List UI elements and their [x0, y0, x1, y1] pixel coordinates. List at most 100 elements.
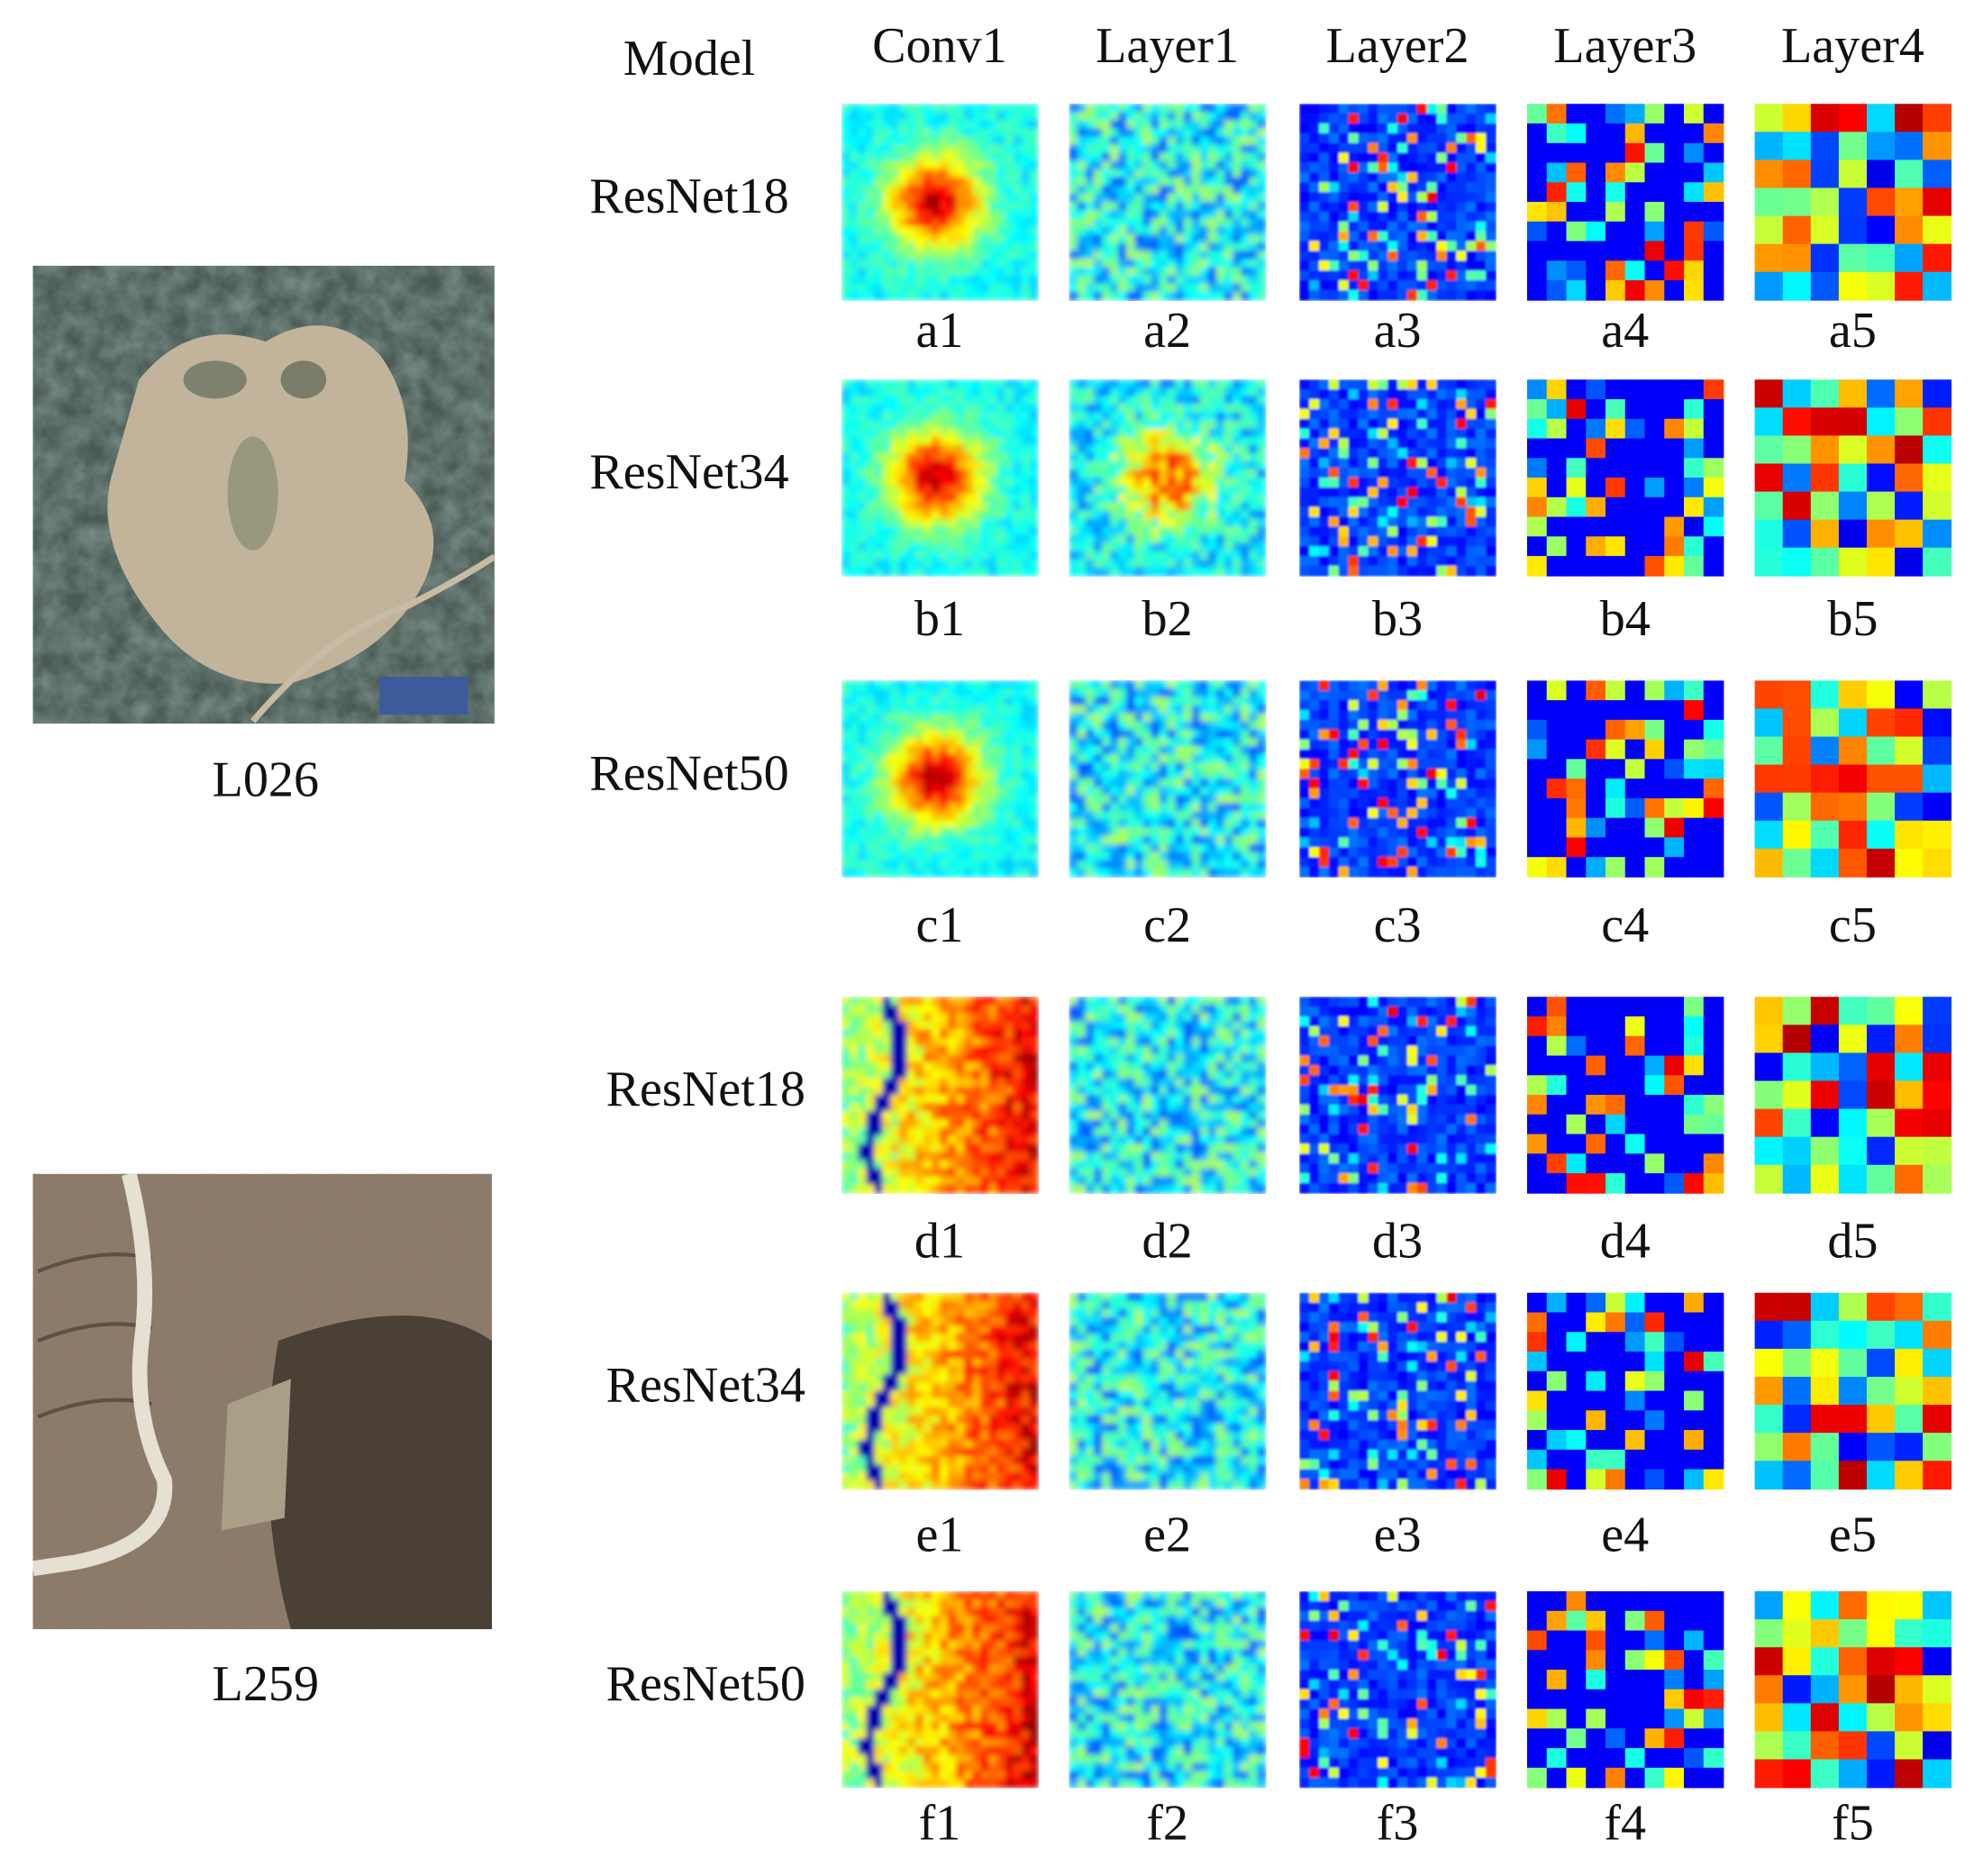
heatmap-cell [1426, 709, 1438, 721]
heatmap-cell [1328, 132, 1340, 144]
heatmap-cell [964, 542, 974, 552]
heatmap-cell [1416, 867, 1428, 878]
heatmap-cell [964, 185, 974, 195]
heatmap-cell [1094, 542, 1103, 552]
heatmap-cell [841, 835, 851, 845]
heatmap-cell [1216, 827, 1225, 837]
heatmap-cell [1624, 399, 1646, 420]
heatmap-cell [1923, 215, 1952, 245]
heatmap-cell [1299, 536, 1311, 548]
heatmap-cell [1368, 211, 1379, 223]
heatmap-cell [1338, 847, 1350, 859]
heatmap-cell [898, 868, 908, 878]
heatmap-cell [1241, 428, 1251, 438]
heatmap-cell [1013, 721, 1023, 731]
heatmap-cell [956, 868, 965, 878]
heatmap-cell [898, 729, 908, 739]
heatmap-cell [1684, 202, 1705, 223]
heatmap-cell [841, 843, 851, 853]
heatmap-cell [1485, 536, 1496, 548]
heatmap-cell [1309, 729, 1320, 741]
heatmap-cell [939, 705, 949, 715]
heatmap-cell [1257, 234, 1267, 244]
heatmap-cell [931, 860, 941, 870]
heatmap-cell [1142, 762, 1152, 771]
heatmap-cell [1233, 104, 1242, 114]
heatmap-cell [1456, 516, 1468, 528]
heatmap-cell [1102, 396, 1111, 405]
heatmap-cell [1183, 502, 1193, 512]
heatmap-cell [1029, 168, 1039, 178]
heatmap-cell [1436, 526, 1448, 538]
heatmap-cell [1216, 526, 1225, 536]
heatmap-cell [1436, 807, 1448, 819]
heatmap-cell [1183, 745, 1193, 755]
heatmap-cell [1446, 739, 1458, 751]
heatmap-cell [1134, 112, 1144, 122]
model-name: ResNet34 [589, 444, 788, 500]
heatmap-cell [1151, 713, 1160, 723]
heatmap-cell [956, 104, 965, 114]
heatmap-cell [1216, 412, 1225, 422]
heatmap-cell [1167, 729, 1177, 739]
heatmap-cell [1191, 444, 1201, 454]
heatmap-cell [1406, 817, 1418, 829]
heatmap-cell [1191, 827, 1201, 837]
heatmap-cell [939, 729, 949, 739]
heatmap-cell [1005, 152, 1014, 162]
heatmap-cell [1299, 779, 1311, 789]
heatmap-cell [1299, 729, 1311, 741]
heatmap-cell [1183, 729, 1193, 739]
heatmap-cell [1546, 280, 1568, 301]
heatmap-cell [1085, 819, 1095, 829]
heatmap-cell [1257, 202, 1267, 211]
heatmap-cell [1094, 559, 1103, 569]
heatmap-cell [1233, 510, 1242, 520]
heatmap-cell [1257, 835, 1267, 845]
heatmap-cell [1456, 565, 1468, 577]
heatmap-cell [1005, 144, 1014, 154]
heatmap-cell [1406, 516, 1418, 528]
heatmap-cell [850, 193, 860, 203]
heatmap-cell [1319, 123, 1330, 134]
heatmap-cell [1126, 412, 1136, 422]
heatmap-cell [1005, 779, 1014, 788]
heatmap-cell [1110, 787, 1120, 797]
heatmap-cell [1485, 192, 1496, 203]
heatmap-cell [1199, 168, 1209, 178]
heatmap-cell [1094, 787, 1103, 797]
heatmap-cell [1328, 526, 1340, 538]
heatmap-cell [1309, 536, 1320, 548]
heatmap-cell [1257, 502, 1267, 512]
heatmap-cell [1134, 218, 1144, 228]
heatmap-cell [1257, 404, 1267, 414]
heatmap-cell [841, 688, 851, 698]
heatmap-cell [1446, 496, 1458, 508]
heatmap-cell [1426, 270, 1438, 281]
heatmap-cell [1005, 387, 1014, 397]
heatmap-cell [866, 827, 876, 837]
heatmap-cell [939, 502, 949, 512]
heatmap-cell [948, 486, 957, 496]
heatmap-cell [906, 218, 916, 228]
heatmap-cell [1309, 241, 1320, 252]
heatmap-cell [1436, 142, 1448, 154]
heatmap-cell [1605, 438, 1626, 460]
heatmap-cell [1309, 779, 1320, 789]
heatmap-cell [1069, 452, 1078, 462]
heatmap-cell [1224, 144, 1233, 154]
heatmap-cell [980, 267, 990, 277]
heatmap-cell [1684, 182, 1705, 203]
heatmap-cell [841, 396, 851, 405]
heatmap-cell [1094, 868, 1103, 878]
heatmap-cell [1118, 502, 1128, 512]
heatmap-cell [1309, 211, 1320, 223]
heatmap-cell [1299, 546, 1311, 557]
heatmap-cell [850, 737, 860, 747]
heatmap-cell [1118, 242, 1128, 252]
heatmap-cell [1013, 267, 1023, 277]
heatmap-cell [939, 819, 949, 829]
heatmap-cell [948, 460, 957, 470]
heatmap-cell [858, 136, 868, 146]
heatmap-cell [923, 160, 932, 170]
